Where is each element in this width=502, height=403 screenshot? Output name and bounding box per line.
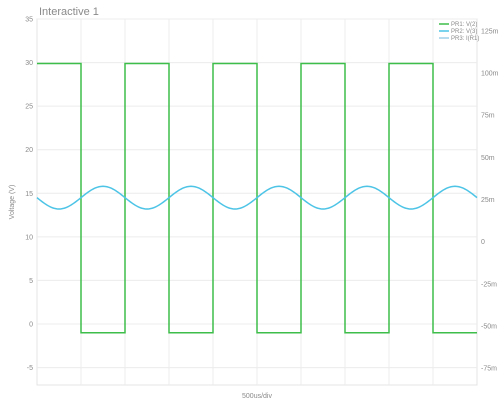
y-tick-label: 0 (29, 322, 33, 329)
y-right-tick-label: -25m (481, 281, 497, 288)
y-right-axis-ticks: 125m 100m 75m 50m 25m 0 -25m -50m -75m (481, 28, 499, 372)
y-right-tick-label: 50m (481, 155, 495, 162)
y-right-tick-label: -75m (481, 366, 497, 373)
y-tick-label: 5 (29, 278, 33, 285)
legend-entry[interactable]: PR1: V(2) (451, 22, 477, 28)
y-right-tick-label: 25m (481, 197, 495, 204)
y-tick-label: -5 (27, 365, 33, 372)
y-right-tick-label: -50m (481, 323, 497, 330)
y-tick-label: 25 (25, 104, 33, 111)
y-axis-ticks: 35 30 25 20 15 10 5 0 -5 (25, 17, 33, 373)
y-tick-label: 15 (25, 191, 33, 198)
chart-title: Interactive 1 (39, 6, 99, 18)
x-axis-label: 500us/div (242, 393, 272, 400)
series-layer (36, 62, 478, 334)
legend-entry[interactable]: PR2: V(3) (451, 29, 477, 35)
y-right-tick-label: 75m (481, 113, 495, 120)
y-axis-label: Voltage (V) (9, 185, 16, 220)
y-tick-label: 35 (25, 17, 33, 24)
y-tick-label: 30 (25, 60, 33, 67)
legend[interactable]: PR1: V(2)PR2: V(3)PR3: I(R1) (439, 22, 479, 42)
y-right-tick-label: 125m (481, 28, 499, 35)
series-line-sine[interactable] (36, 185, 478, 210)
legend-entry[interactable]: PR3: I(R1) (451, 36, 479, 42)
y-right-tick-label: 100m (481, 70, 499, 77)
y-tick-label: 20 (25, 147, 33, 154)
y-right-tick-label: 0 (481, 239, 485, 246)
y-tick-label: 10 (25, 234, 33, 241)
